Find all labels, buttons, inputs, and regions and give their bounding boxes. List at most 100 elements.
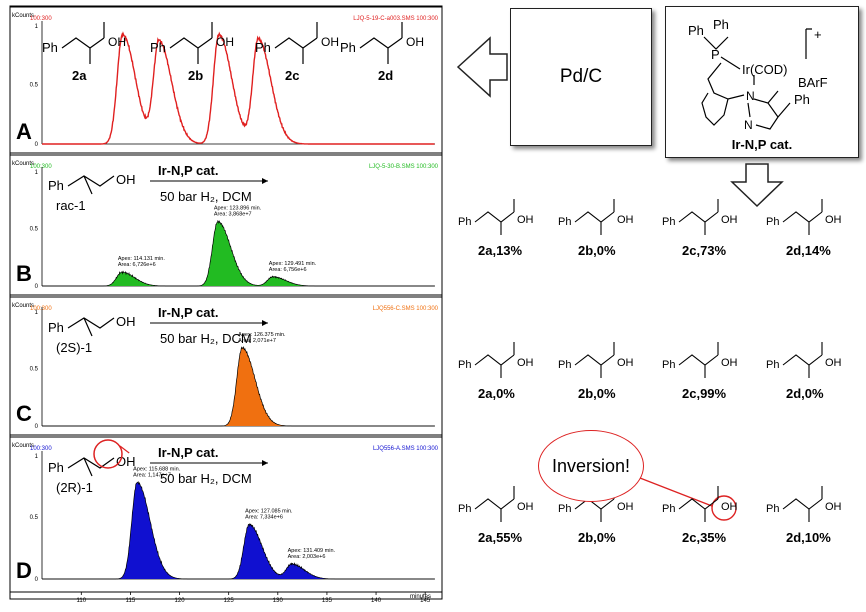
y-tick-label: 1 xyxy=(35,170,39,176)
panel-border xyxy=(9,6,443,154)
x-tick-label: 140 xyxy=(371,598,382,604)
result-bonds xyxy=(782,486,823,522)
result-ph: Ph xyxy=(662,359,675,371)
peak-area: Area: 6,756e+6 xyxy=(269,267,307,273)
peak-area: Area: 2,003e+6 xyxy=(288,554,326,560)
peak-apex: Apex: 131.409 min. xyxy=(288,548,336,554)
panel-header-left: 100:300 xyxy=(30,306,52,312)
result-ph: Ph xyxy=(458,503,471,515)
peak-apex: Apex: 126.375 min. xyxy=(238,332,286,338)
result-ph: Ph xyxy=(662,503,675,515)
trace-line xyxy=(42,481,435,580)
y-tick-label: 0.5 xyxy=(30,515,39,521)
x-tick-label: 130 xyxy=(273,598,284,604)
result-oh: OH xyxy=(617,501,634,513)
product-ph: Ph xyxy=(42,40,58,55)
highlight-arrow xyxy=(119,445,130,454)
result-label: 2d,10% xyxy=(786,530,831,545)
trace-line xyxy=(42,219,435,287)
peak-apex: Apex: 114.131 min. xyxy=(118,256,165,262)
result-bonds xyxy=(474,342,515,378)
cat-counterion: BArF xyxy=(798,75,828,90)
result-ph: Ph xyxy=(558,503,571,515)
product-bonds xyxy=(169,22,213,64)
result-structure: Ph OH xyxy=(766,486,842,522)
result-structure: Ph OH xyxy=(458,199,534,235)
product-label: 2a xyxy=(72,68,87,83)
result-ph: Ph xyxy=(558,216,571,228)
stereo-highlight-circle xyxy=(93,439,123,469)
result-oh: OH xyxy=(721,357,738,369)
cat-ph3: Ph xyxy=(794,92,810,107)
trace-line xyxy=(42,31,435,145)
substrate-ph: Ph xyxy=(48,320,64,335)
y-unit-label: kCounts xyxy=(12,13,34,19)
x-tick-label: 145 xyxy=(420,598,431,604)
result-label: 2a,13% xyxy=(478,243,523,258)
panel-border xyxy=(9,296,443,436)
trace-line xyxy=(42,345,435,427)
substrate-label: rac-1 xyxy=(56,198,86,213)
peak-area: Area: 3,868e+7 xyxy=(214,212,252,218)
peak-area: Area: 6,726e+6 xyxy=(118,262,156,268)
cat-ph2: Ph xyxy=(713,17,729,32)
result-structure: Ph OH xyxy=(662,342,738,378)
peak-area: Area: 2,071e+7 xyxy=(238,338,276,344)
result-structure: Ph OH xyxy=(558,342,634,378)
conditions-label: 50 bar H₂, DCM xyxy=(160,331,252,346)
product-ph: Ph xyxy=(340,40,356,55)
inversion-circle xyxy=(711,495,737,521)
product-label: 2c xyxy=(285,68,299,83)
inversion-callout: Inversion! xyxy=(538,430,644,502)
peak-area: Area: 7,334e+6 xyxy=(245,514,283,520)
reaction-arrowhead xyxy=(262,460,268,466)
result-structure: Ph OH xyxy=(662,486,738,522)
substrate-oh: OH xyxy=(116,172,136,187)
product-oh: OH xyxy=(108,35,126,49)
y-tick-label: 0 xyxy=(35,577,39,583)
result-bonds xyxy=(782,199,823,235)
cat-p: P xyxy=(711,47,720,62)
inversion-label: Inversion! xyxy=(551,455,631,476)
result-label: 2b,0% xyxy=(578,243,616,258)
arrow-down-icon xyxy=(730,163,784,208)
result-ph: Ph xyxy=(558,359,571,371)
product-oh: OH xyxy=(216,35,234,49)
panel-header-left: 100:300 xyxy=(30,446,52,452)
result-label: 2c,35% xyxy=(682,530,727,545)
pd-c-box: Pd/C xyxy=(510,8,652,146)
result-bonds xyxy=(574,199,615,235)
cat-cod: Ir(COD) xyxy=(742,62,788,77)
reagent-label: Ir-N,P cat. xyxy=(158,445,218,460)
y-unit-label: kCounts xyxy=(12,161,34,167)
peak-apex: Apex: 129.491 min. xyxy=(269,261,317,267)
result-bonds xyxy=(678,199,719,235)
x-tick-label: 110 xyxy=(77,598,87,604)
result-structure: Ph OH xyxy=(458,486,534,522)
result-label: 2a,55% xyxy=(478,530,523,545)
result-ph: Ph xyxy=(766,359,779,371)
peak-apex: Apex: 123.896 min. xyxy=(214,206,262,212)
result-ph: Ph xyxy=(766,503,779,515)
cat-n1: N xyxy=(746,89,755,103)
result-bonds xyxy=(782,342,823,378)
reaction-arrowhead xyxy=(262,320,268,326)
panel-header-left: 100:300 xyxy=(30,16,52,22)
trace-fill xyxy=(42,481,435,579)
substrate-oh: OH xyxy=(116,314,136,329)
result-structure: Ph OH xyxy=(662,199,738,235)
result-label: 2d,14% xyxy=(786,243,831,258)
y-tick-label: 0.5 xyxy=(30,367,39,373)
result-oh: OH xyxy=(721,214,738,226)
x-tick-label: 135 xyxy=(322,598,333,604)
result-ph: Ph xyxy=(458,359,471,371)
product-bonds xyxy=(359,22,403,64)
panel-header-right: LJQ-5-30-B.SMS 100:300 xyxy=(369,164,439,170)
panel-border xyxy=(9,436,443,593)
conditions-label: 50 bar H₂, DCM xyxy=(160,189,252,204)
panel-letter: C xyxy=(16,401,32,426)
result-structure: Ph OH xyxy=(558,199,634,235)
